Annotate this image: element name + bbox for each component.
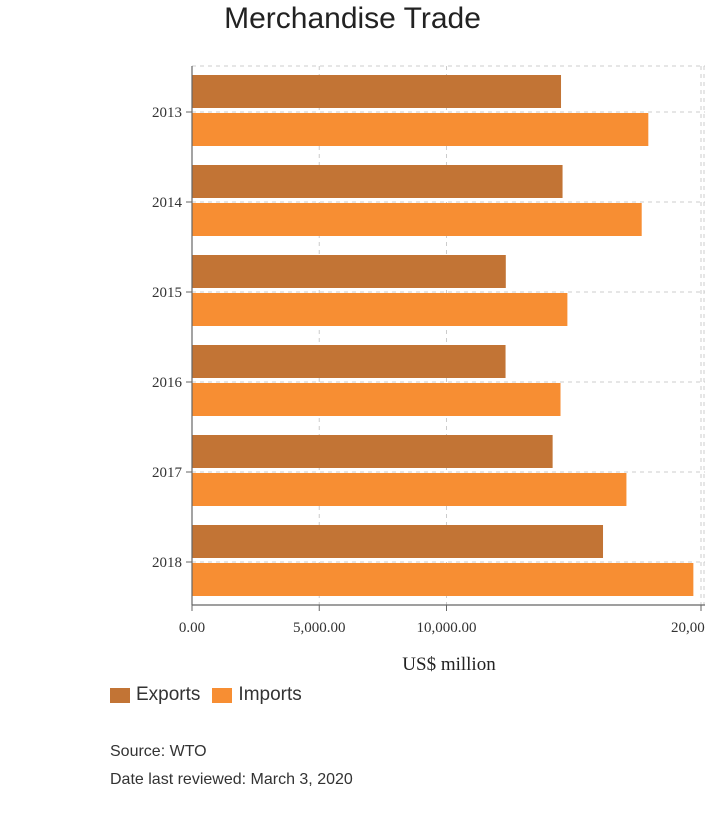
x-tick-label: 0.00 [179,620,205,636]
date-reviewed-note: Date last reviewed: March 3, 2020 [110,771,353,788]
legend-label-imports: Imports [238,684,302,705]
imports-swatch [212,687,233,703]
y-tick-label: 2018 [152,555,182,571]
legend-label-exports: Exports [136,684,201,705]
bar-exports-2017 [192,435,553,468]
legend-item-imports[interactable]: Imports [212,684,302,706]
chart-title: Merchandise Trade [224,2,481,35]
bar-exports-2015 [192,255,506,288]
bar-imports-2017 [192,473,627,506]
x-tick-label: 5,000.00 [293,620,346,636]
bar-exports-2018 [192,525,604,558]
y-tick-label: 2014 [152,195,183,211]
bar-imports-2015 [192,293,568,326]
y-tick-label: 2013 [152,105,182,121]
source-note: Source: WTO [110,743,207,760]
exports-swatch [110,687,130,703]
bar-imports-2016 [192,383,561,416]
y-tick-label: 2015 [152,285,182,301]
bar-imports-2014 [192,203,642,236]
chart-legend: Exports Imports [110,684,314,706]
bar-exports-2013 [192,75,562,108]
bar-chart: 2013 2014 2015 2016 2017 2018 0.00 5,000.00 10,0… [152,65,705,675]
chart-footer: Source: WTO Date last reviewed: March 3,… [110,738,353,794]
x-tick-label: 10,000.00 [417,620,477,636]
bar-imports-2018 [192,563,694,596]
bar-exports-2016 [192,345,506,378]
bar-exports-2014 [192,165,563,198]
y-tick-label: 2016 [152,375,183,391]
legend-item-exports[interactable]: Exports [110,684,200,706]
x-axis-title: US$ million [402,654,496,675]
x-tick-label: 20,000.00 [671,620,705,636]
y-tick-label: 2017 [152,465,183,481]
bar-imports-2013 [192,113,649,146]
